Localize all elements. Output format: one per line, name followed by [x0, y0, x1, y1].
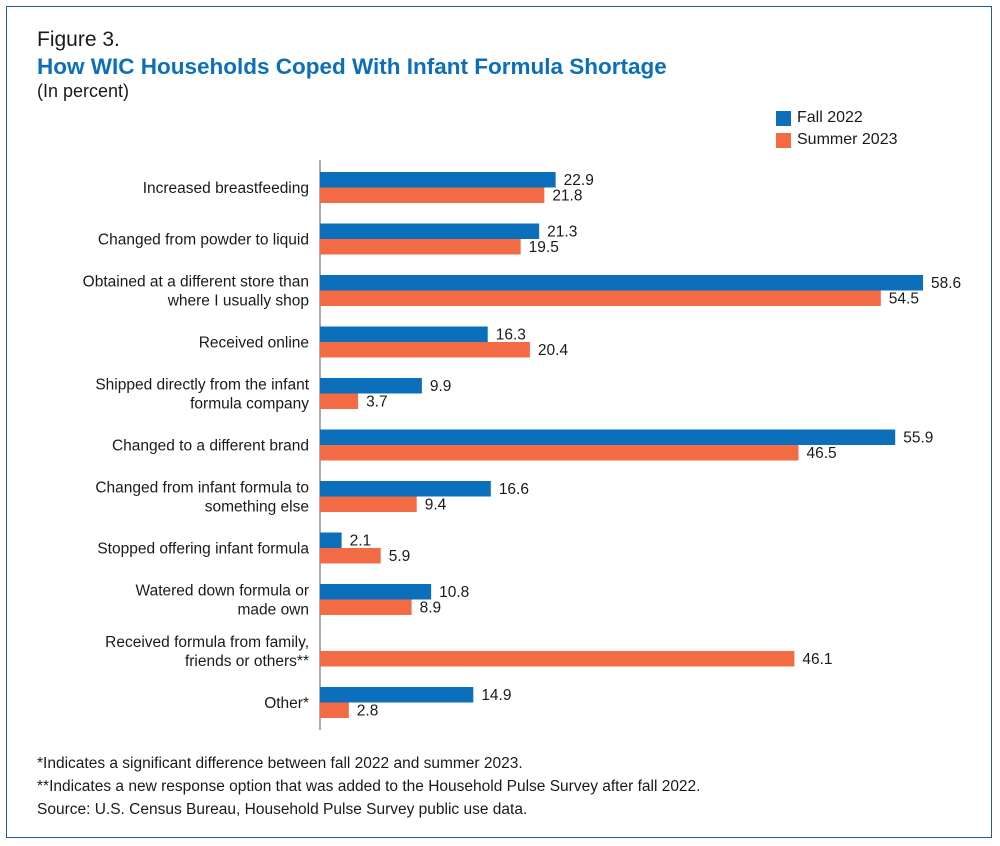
value-label-summer-2023: 5.9 [389, 548, 411, 565]
footnotes: *Indicates a significant difference betw… [37, 752, 700, 821]
bar-fall-2022 [320, 687, 474, 703]
bar-summer-2023 [320, 290, 881, 306]
category-label-line: Received formula from family, [105, 634, 309, 651]
category-label: Shipped directly from the infant formula … [95, 377, 309, 413]
category-label-line: friends or others** [185, 653, 309, 670]
value-label-summer-2023: 20.4 [538, 342, 569, 359]
legend-item-summer: Summer 2023 [776, 129, 898, 151]
figure-frame [6, 6, 992, 838]
category-label-line: something else [205, 499, 309, 516]
category-label-line: formula company [190, 396, 309, 413]
bar-summer-2023 [320, 496, 417, 512]
value-label-fall-2022: 58.6 [931, 275, 961, 292]
footnote-significance: *Indicates a significant difference betw… [37, 755, 523, 772]
bar-fall-2022 [320, 429, 896, 445]
bar-chart: Increased breastfeeding 22.921.8 Changed f… [83, 160, 961, 730]
value-label-summer-2023: 2.8 [357, 703, 379, 720]
bar-fall-2022 [320, 223, 540, 239]
value-label-summer-2023: 3.7 [366, 394, 388, 411]
value-label-summer-2023: 21.8 [552, 188, 582, 205]
category-label-line: made own [237, 602, 309, 619]
value-label-summer-2023: 54.5 [889, 291, 919, 308]
legend-swatch-fall [776, 110, 791, 126]
value-label-fall-2022: 14.9 [481, 687, 511, 704]
value-label-summer-2023: 9.4 [425, 497, 447, 514]
bar-fall-2022 [320, 378, 422, 394]
value-label-fall-2022: 55.9 [903, 430, 933, 447]
bar-summer-2023 [320, 239, 521, 255]
legend-label-fall: Fall 2022 [797, 109, 863, 126]
bar-summer-2023 [320, 651, 795, 667]
category-label-line: Shipped directly from the infant [95, 377, 309, 394]
bar-fall-2022 [320, 584, 432, 600]
bar-fall-2022 [320, 481, 491, 497]
bar-summer-2023 [320, 342, 530, 358]
bar-fall-2022 [320, 532, 342, 548]
value-label-summer-2023: 8.9 [420, 600, 442, 617]
value-label-summer-2023: 46.1 [802, 651, 832, 668]
category-label-line: where I usually shop [167, 293, 309, 310]
bar-summer-2023 [320, 445, 799, 461]
value-label-fall-2022: 9.9 [430, 378, 452, 395]
value-label-fall-2022: 16.6 [499, 481, 529, 498]
value-label-fall-2022: 22.9 [564, 172, 594, 189]
value-label-fall-2022: 10.8 [439, 584, 469, 601]
category-label: Increased breastfeeding [143, 180, 309, 197]
bar-summer-2023 [320, 702, 349, 718]
footnote-new-option: **Indicates a new response option that w… [37, 778, 701, 795]
bar-summer-2023 [320, 187, 545, 203]
value-label-fall-2022: 2.1 [350, 533, 372, 550]
bar-fall-2022 [320, 326, 488, 342]
value-label-fall-2022: 21.3 [547, 224, 577, 241]
category-label-line: Obtained at a different store than [83, 274, 309, 291]
bar-summer-2023 [320, 393, 359, 409]
bar-summer-2023 [320, 548, 381, 564]
category-label: Other* [264, 695, 309, 712]
bar-summer-2023 [320, 599, 412, 615]
legend: Fall 2022 Summer 2023 [776, 107, 898, 151]
category-label: Changed from infant formula to something … [95, 480, 309, 516]
figure-label: Figure 3. [37, 28, 120, 51]
category-label: Received formula from family, friends or … [105, 634, 309, 670]
bar-fall-2022 [320, 275, 923, 291]
category-label: Obtained at a different store than where … [83, 274, 309, 310]
value-label-summer-2023: 46.5 [806, 445, 836, 462]
bar-fall-2022 [320, 172, 556, 188]
category-label: Watered down formula or made own [136, 583, 309, 619]
legend-swatch-summer [776, 132, 791, 148]
category-label-line: Watered down formula or [136, 583, 309, 600]
legend-label-summer: Summer 2023 [797, 131, 898, 148]
category-label: Changed from powder to liquid [98, 232, 309, 249]
category-label: Stopped offering infant formula [97, 541, 309, 558]
category-label: Changed to a different brand [112, 438, 309, 455]
source-note: Source: U.S. Census Bureau, Household Pu… [37, 801, 528, 818]
category-label-line: Changed from infant formula to [95, 480, 309, 497]
value-label-summer-2023: 19.5 [529, 239, 559, 256]
value-label-fall-2022: 16.3 [496, 327, 526, 344]
chart-subtitle: (In percent) [37, 81, 130, 101]
chart-title: How WIC Households Coped With Infant For… [37, 54, 667, 79]
legend-item-fall: Fall 2022 [776, 107, 898, 129]
category-label: Received online [199, 335, 309, 352]
